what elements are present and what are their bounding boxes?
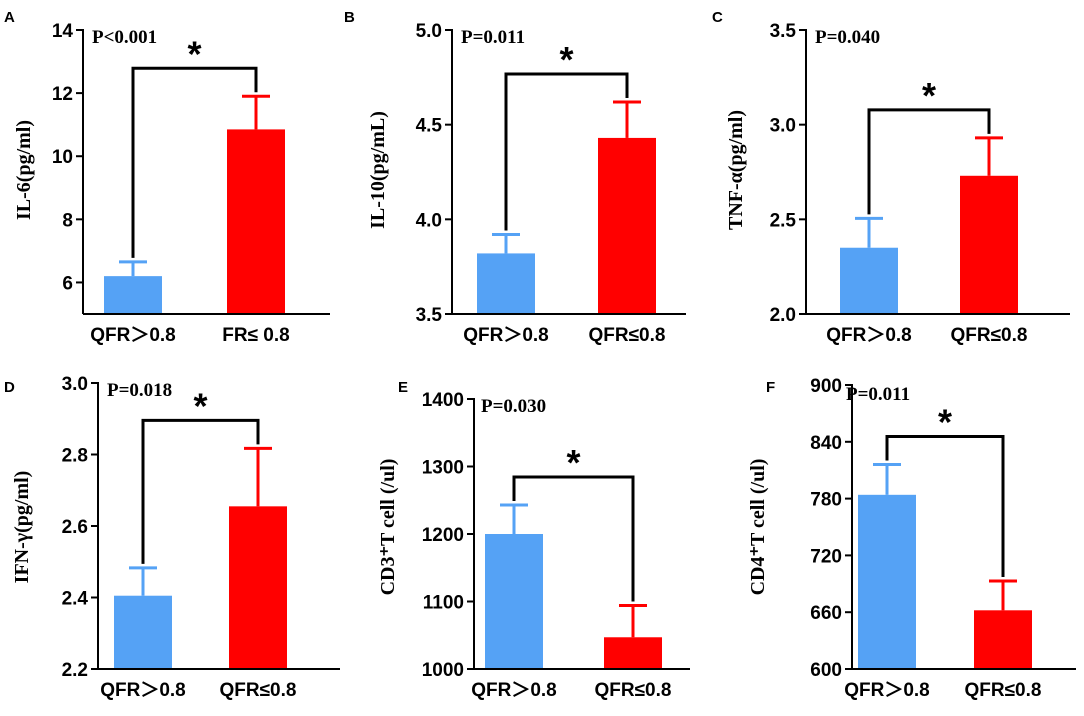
y-axis-label: TNF-α(pg/ml)	[725, 110, 747, 230]
panel-letter: E	[398, 379, 408, 396]
chart-panel-f: F CD4⁺T cell (/ul) 600 660 720 780 840 900 QFR＞0…	[747, 376, 1076, 701]
bar	[598, 137, 656, 314]
y-tick-label: 1100	[423, 593, 464, 614]
x-category-label: QFR≤0.8	[220, 680, 297, 701]
y-tick-label: 1300	[422, 458, 464, 479]
y-tick-label: 8	[62, 210, 73, 231]
bar	[114, 595, 172, 669]
y-tick-label: 780	[810, 490, 842, 511]
x-category-label: QFR≤0.8	[589, 325, 666, 346]
y-tick-label: 6	[62, 273, 73, 294]
panel-letter: C	[712, 9, 723, 26]
y-tick-label: 2.0	[770, 305, 796, 326]
y-axis-label: IL-6(pg/ml)	[13, 120, 35, 220]
x-category-label: QFR＞0.8	[471, 680, 557, 701]
y-tick-label: 1200	[422, 525, 464, 546]
y-tick-label: 840	[810, 433, 842, 454]
y-tick-label: 3.0	[770, 116, 796, 137]
x-category-label: QFR＞0.8	[463, 325, 549, 346]
y-axis-label: CD3⁺T cell (/ul)	[377, 459, 399, 596]
y-tick-label: 10	[52, 147, 73, 168]
significance-bracket	[504, 72, 629, 231]
significance-bracket	[867, 108, 991, 215]
x-category-label: QFR＞0.8	[90, 325, 176, 346]
bar	[604, 637, 662, 669]
y-tick-label: 600	[810, 660, 842, 681]
chart-panel-c: C TNF-α(pg/ml) 2.0 2.5 3.0 3.5 QFR＞0.8 QFR≤0.8 P…	[712, 9, 1070, 346]
p-value-label: P=0.018	[107, 380, 172, 401]
chart-panel-b: B IL-10(pg/mL) 3.5 4.0 4.5 5.0 QFR＞0.8 QFR≤0.8 P…	[344, 9, 686, 346]
panel-letter: A	[4, 9, 15, 26]
bar	[229, 506, 287, 669]
p-value-label: P=0.030	[481, 396, 546, 417]
panel-letter: F	[766, 379, 775, 396]
x-category-label: QFR≤0.8	[595, 680, 672, 701]
bar	[840, 247, 898, 314]
x-category-label: FR≤ 0.8	[222, 325, 289, 346]
y-tick-label: 14	[52, 21, 74, 42]
panels-container: A IL-6(pg/ml) 6 8 10 12 14 QFR＞0.8 FR≤ 0.8 P<0.00…	[4, 9, 1076, 701]
panel-letter: D	[4, 379, 15, 396]
significance-star: *	[193, 385, 207, 426]
x-category-label: QFR＞0.8	[100, 680, 186, 701]
chart-panel-d: D IFN-γ(pg/ml) 2.2 2.4 2.6 2.8 3.0 QFR＞0.8 QFR≤0…	[4, 374, 340, 701]
bar	[960, 175, 1018, 314]
y-tick-label: 3.5	[416, 305, 443, 326]
x-category-label: QFR＞0.8	[844, 680, 930, 701]
significance-star: *	[938, 402, 952, 443]
bar	[485, 534, 543, 669]
y-tick-label: 1400	[422, 390, 464, 411]
bar	[974, 610, 1032, 669]
significance-star: *	[187, 33, 201, 74]
y-axis-label: IFN-γ(pg/ml)	[11, 471, 33, 584]
y-tick-label: 2.6	[62, 517, 88, 538]
chart-panel-e: E CD3⁺T cell (/ul) 1000 1100 1200 1300 1400 QFR…	[377, 379, 690, 701]
y-tick-label: 12	[52, 84, 73, 105]
significance-bracket	[512, 475, 635, 602]
y-tick-label: 3.5	[770, 21, 797, 42]
x-category-label: QFR＞0.8	[826, 325, 912, 346]
x-category-label: QFR≤0.8	[965, 680, 1042, 701]
x-category-label: QFR≤0.8	[951, 325, 1028, 346]
panel-letter: B	[344, 9, 355, 26]
significance-star: *	[922, 75, 936, 116]
significance-bracket	[131, 66, 258, 258]
y-axis-label: CD4⁺T cell (/ul)	[747, 459, 769, 596]
bar	[104, 276, 162, 314]
y-axis-label: IL-10(pg/mL)	[367, 111, 389, 229]
y-tick-label: 720	[810, 546, 842, 567]
significance-bracket	[141, 418, 260, 564]
chart-panel-a: A IL-6(pg/ml) 6 8 10 12 14 QFR＞0.8 FR≤ 0.8 P<0.00…	[4, 9, 330, 346]
significance-star: *	[566, 442, 580, 483]
y-tick-label: 2.4	[62, 589, 89, 610]
significance-star: *	[559, 39, 573, 80]
p-value-label: P=0.011	[461, 27, 525, 48]
y-tick-label: 1000	[422, 660, 464, 681]
y-tick-label: 3.0	[62, 374, 88, 395]
bar	[227, 129, 285, 314]
p-value-label: P<0.001	[92, 27, 157, 48]
y-tick-label: 4.5	[416, 116, 443, 137]
y-tick-label: 900	[810, 376, 842, 397]
y-tick-label: 5.0	[416, 21, 442, 42]
y-tick-label: 4.0	[416, 210, 442, 231]
bar	[477, 253, 535, 314]
p-value-label: P=0.040	[815, 27, 880, 48]
p-value-label: P=0.011	[846, 384, 910, 405]
significance-bracket	[885, 435, 1005, 577]
y-tick-label: 2.5	[770, 210, 797, 231]
y-tick-label: 2.8	[62, 446, 88, 467]
y-tick-label: 2.2	[62, 660, 88, 681]
y-tick-label: 660	[810, 603, 842, 624]
bar	[858, 494, 916, 669]
